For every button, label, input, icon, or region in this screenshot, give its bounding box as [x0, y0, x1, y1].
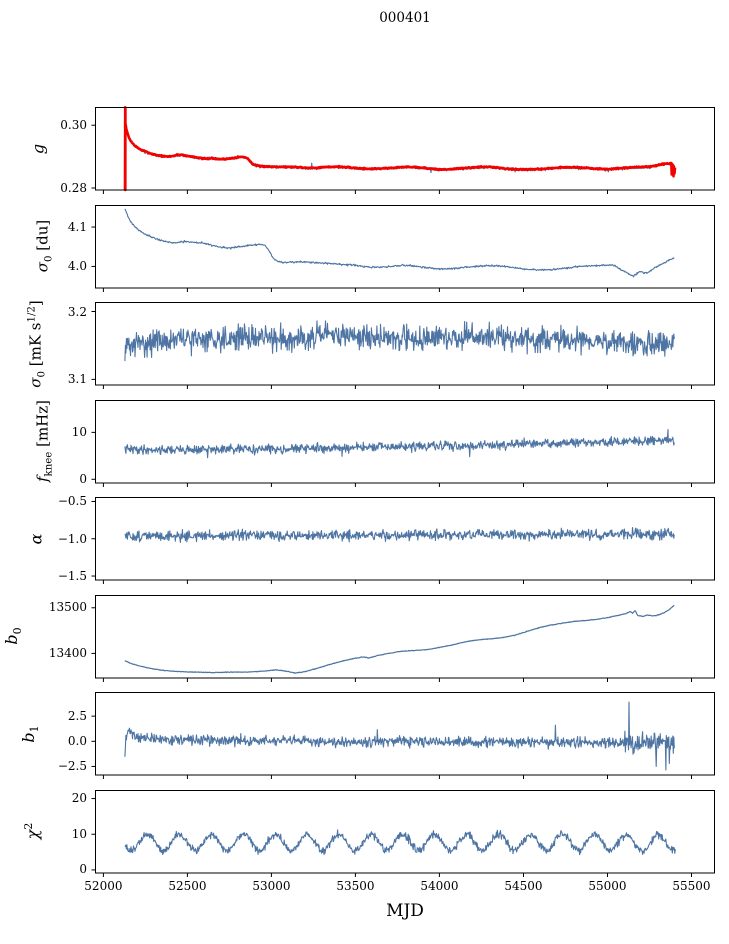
panel-g: [91, 106, 715, 194]
y-tick-label-g: 0.30: [60, 118, 87, 133]
y-tick-label-chi2: 0: [79, 862, 87, 877]
y-tick-label-sigma0-du: 4.0: [67, 258, 87, 273]
y-axis-label-fknee: fknee [mHz]: [33, 400, 55, 483]
series-sigma0-mks: [124, 320, 675, 362]
y-tick-label-sigma0-mks: 3.1: [67, 372, 87, 387]
x-tick-label: 54500: [504, 879, 543, 893]
y-tick-label-chi2: 20: [71, 791, 87, 806]
series-g-estimate-blue: [124, 123, 675, 174]
y-tick-label-b0: 13500: [48, 600, 87, 615]
y-tick-label-b1: 0.0: [67, 734, 87, 749]
panel-b1: [91, 692, 715, 779]
axes-frame: [95, 302, 715, 386]
y-tick-label-g: 0.28: [60, 180, 87, 195]
axes-frame: [95, 107, 715, 191]
axes-frame: [95, 692, 715, 776]
y-tick-label-chi2: 10: [71, 826, 87, 841]
series-b1: [124, 701, 675, 771]
y-axis-label-sigma0-mks: σ0 [mK s1/2]: [26, 299, 48, 388]
panel-sigma0-mks: [91, 302, 715, 389]
y-tick-label-fknee: 0: [79, 471, 87, 486]
panel-sigma0-du: [91, 204, 715, 292]
panel-b0: [91, 594, 715, 682]
axes-frame: [95, 204, 715, 288]
series-sigma0-du: [124, 208, 675, 277]
series-alpha: [124, 527, 675, 543]
y-tick-label-b1: 2.5: [67, 709, 87, 724]
series-fknee: [124, 428, 675, 458]
x-tick-label: 53500: [336, 879, 375, 893]
x-axis-label: MJD: [386, 901, 424, 921]
figure-title: 000401: [379, 10, 431, 26]
y-axis-label-sigma0-du: σ0 [du]: [33, 220, 55, 273]
axes-frame: [95, 497, 715, 581]
y-tick-label-alpha: −1.5: [57, 569, 87, 584]
x-tick-label: 54000: [420, 879, 459, 893]
y-axis-label-chi2: χ2: [21, 822, 43, 840]
y-axis-label-b1: b1: [18, 725, 42, 743]
y-tick-label-alpha: −1.0: [57, 531, 87, 546]
series-b0: [124, 604, 675, 674]
y-axis-label-b0: b0: [1, 627, 25, 645]
y-tick-label-sigma0-mks: 3.2: [67, 304, 87, 319]
panel-fknee: [91, 399, 715, 487]
series-chi2: [124, 828, 676, 855]
x-tick-label: 53000: [252, 879, 291, 893]
x-tick-label: 55500: [672, 879, 711, 893]
x-tick-label: 55000: [588, 879, 627, 893]
series-g-smoothed-red: [123, 106, 677, 192]
x-tick-label: 52000: [84, 879, 123, 893]
y-axis-label-alpha: α: [26, 533, 46, 545]
panel-alpha: [91, 497, 715, 584]
axes-frame: [95, 594, 715, 678]
axes-frame: [95, 789, 715, 873]
y-tick-label-alpha: −0.5: [57, 494, 87, 509]
axes-frame: [95, 399, 715, 483]
y-tick-label-b1: −2.5: [57, 759, 87, 774]
y-tick-label-b0: 13400: [48, 645, 87, 660]
x-tick-label: 52500: [168, 879, 207, 893]
y-tick-label-fknee: 10: [71, 424, 87, 439]
panel-chi2: [91, 789, 715, 877]
y-tick-label-sigma0-du: 4.1: [67, 219, 87, 234]
y-axis-label-g: g: [28, 143, 48, 154]
